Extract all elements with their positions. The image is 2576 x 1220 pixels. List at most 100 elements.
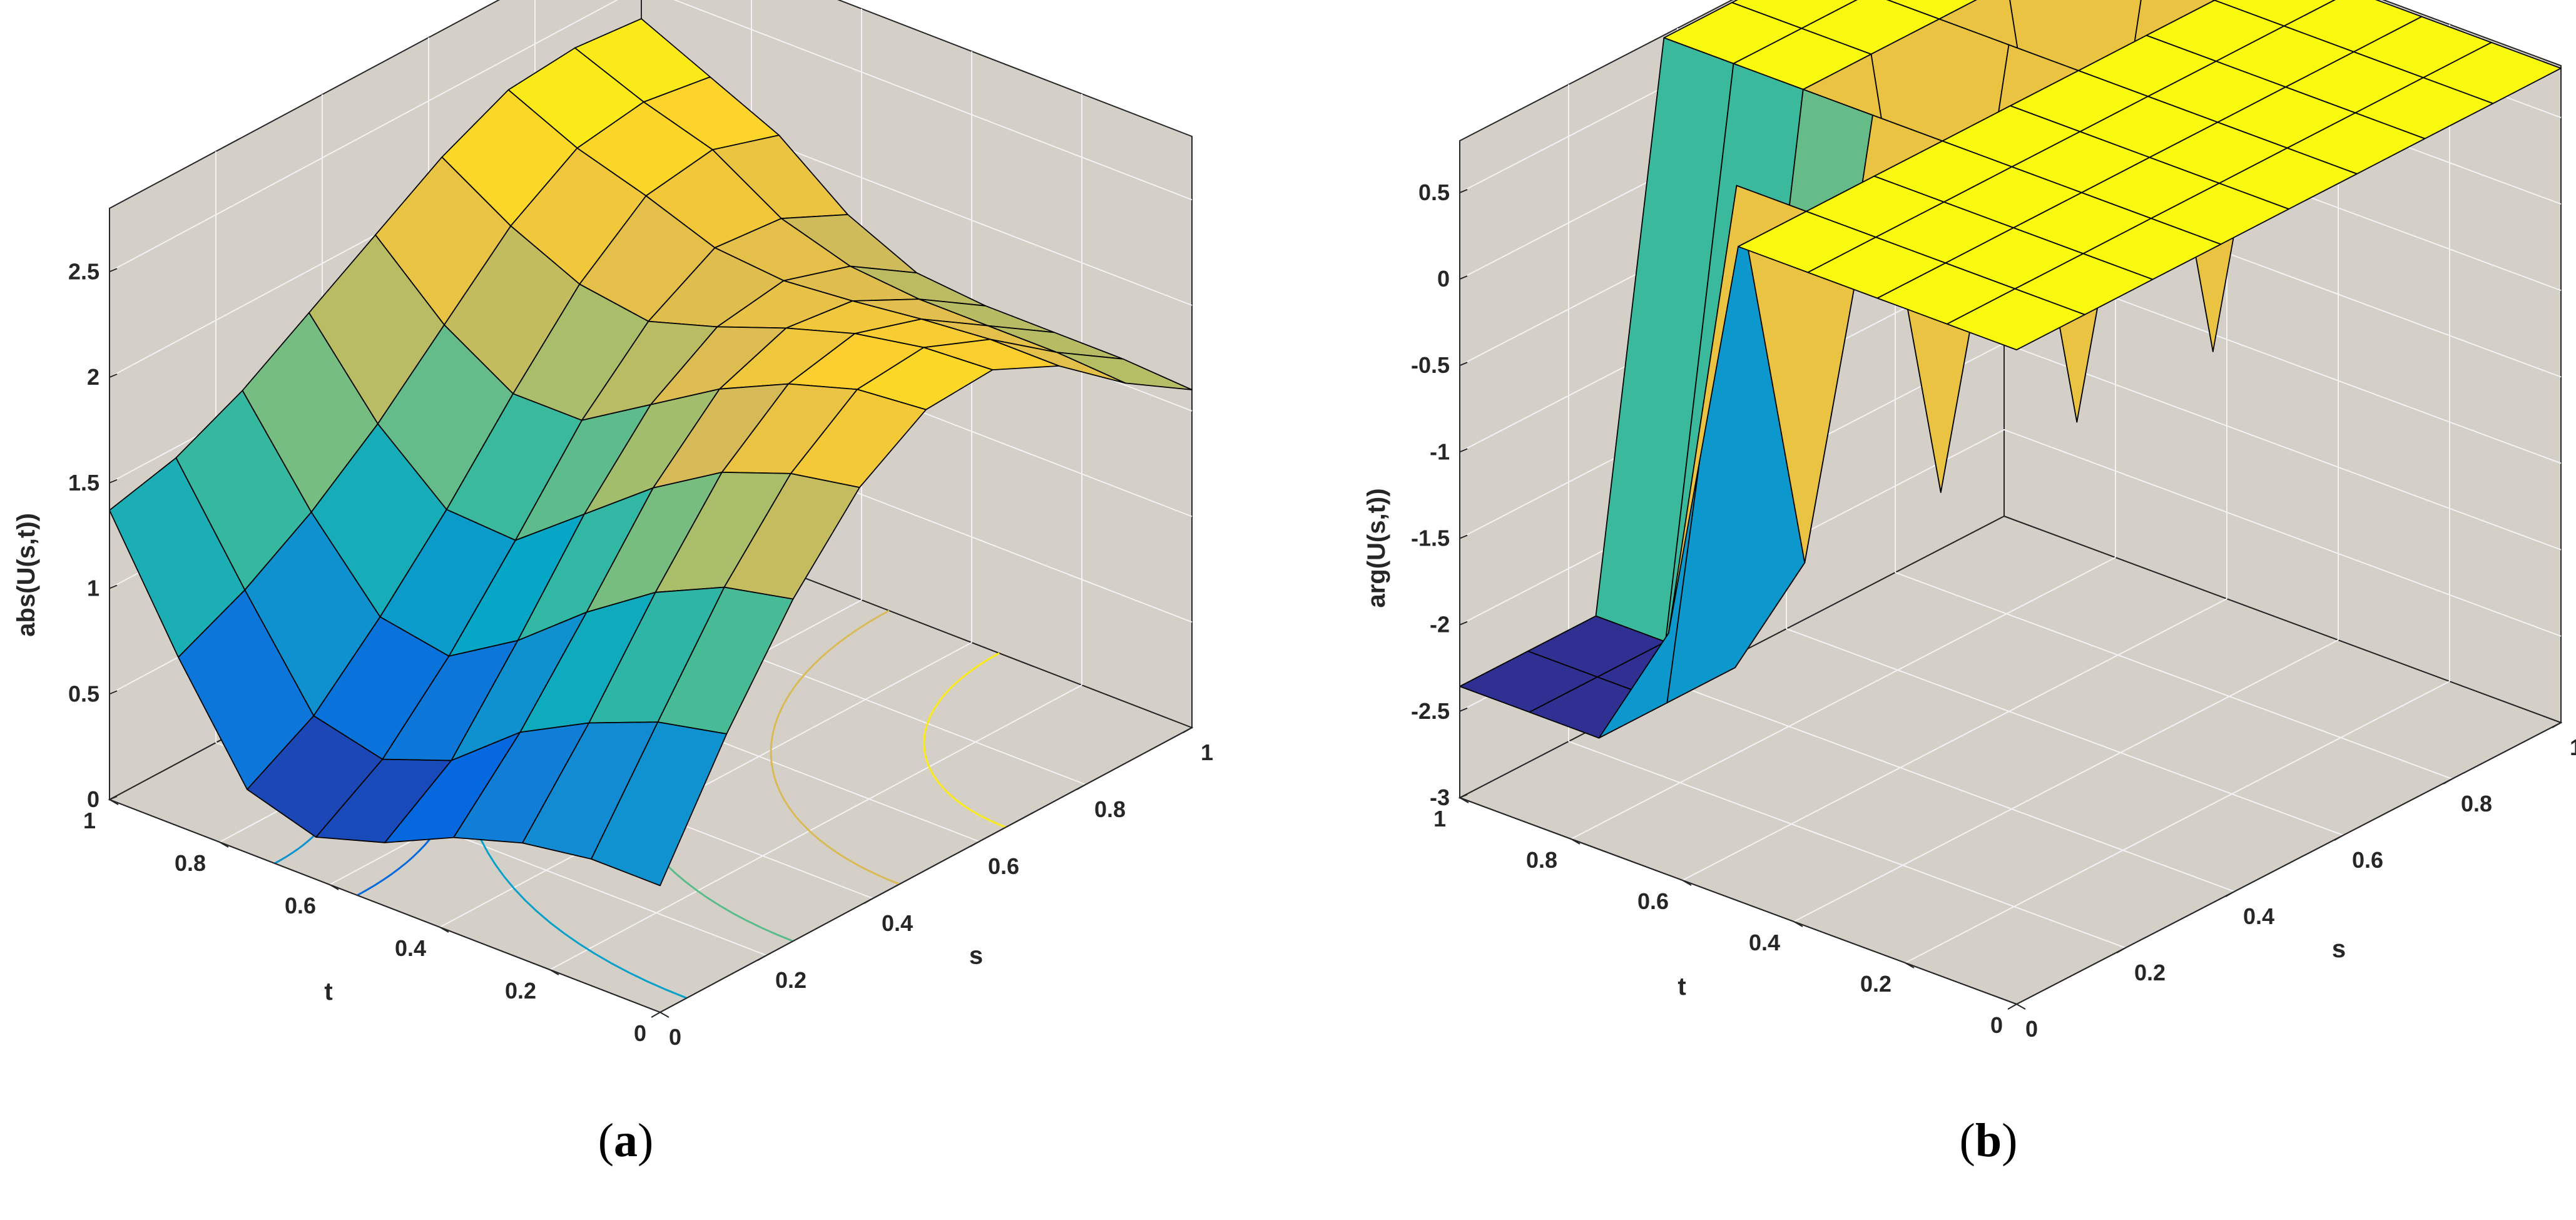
s-tick-label: 0.8 <box>1094 796 1126 822</box>
s-tick-mark <box>2116 947 2126 953</box>
z-tick-mark <box>109 479 118 484</box>
z-tick-mark <box>109 584 118 589</box>
panel-a: 0 0.2 0.4 0.6 0.8 1 0 0.2 0.4 0.6 0.8 1 0 0.5 1 1.5 2 2.5… <box>13 0 1213 1167</box>
t-tick-label: 0.4 <box>395 935 426 961</box>
s-tick-mark <box>1076 784 1086 790</box>
s-tick-mark <box>1183 727 1193 733</box>
z-tick-mark <box>109 690 118 695</box>
t-tick-label: 0.8 <box>175 850 206 876</box>
t-axis-line <box>109 799 661 1013</box>
s-tick-mark <box>863 898 873 904</box>
s-axis-label: s <box>2332 935 2346 963</box>
z-tick-label: -2 <box>1430 612 1450 638</box>
z-tick-mark <box>1459 534 1468 539</box>
grid-line <box>549 684 1082 970</box>
t-axis-label: t <box>324 978 332 1005</box>
t-tick-label: 0.2 <box>505 978 536 1004</box>
s-tick-label: 0.6 <box>988 853 1019 879</box>
z-tick-label: 0.5 <box>1418 180 1450 205</box>
z-tick-mark <box>1459 794 1468 798</box>
s-tick-mark <box>2225 891 2235 897</box>
contour-line <box>923 652 1007 828</box>
grid-line <box>439 642 972 928</box>
s-tick-label: 1 <box>2570 735 2576 760</box>
s-tick-label: 0.8 <box>2461 791 2492 816</box>
z-tick-mark <box>1459 448 1468 453</box>
s-axis-line <box>659 727 1193 1013</box>
z-tick-mark <box>109 268 118 273</box>
t-tick-mark <box>1682 880 1692 886</box>
s-tick-mark <box>2552 722 2562 728</box>
grid-line <box>1895 572 2453 780</box>
t-tick-mark <box>2016 1004 2026 1010</box>
z-tick-label: 1 <box>87 576 99 601</box>
s-tick-mark <box>2443 778 2453 785</box>
z-tick-mark <box>1459 707 1468 712</box>
caption-a: (a) <box>598 1114 654 1167</box>
z-tick-label: -1.5 <box>1411 526 1450 551</box>
grid-line <box>1568 741 2126 948</box>
z-tick-mark <box>109 374 118 378</box>
t-tick-label: 0.6 <box>285 893 316 918</box>
z-tick-label: -3 <box>1430 785 1450 810</box>
surface-plot-abs: 00.20.40.60.8100.20.40.60.8100.511.522.5… <box>13 0 1213 1050</box>
z-tick-label: 0 <box>87 786 99 812</box>
grid-line <box>109 0 1193 273</box>
t-tick-label: 0.8 <box>1526 847 1557 873</box>
t-tick-mark <box>219 841 229 848</box>
z-tick-label: 1.5 <box>68 470 99 496</box>
s-tick-label: 1 <box>1201 740 1213 765</box>
z-tick-mark <box>1459 621 1468 626</box>
z-tick-mark <box>1459 188 1468 193</box>
s-tick-label: 0.4 <box>2243 903 2274 929</box>
s-axis-line <box>2016 722 2562 1005</box>
t-tick-mark <box>1571 838 1581 845</box>
grid-line <box>1682 598 2227 881</box>
z-tick-label: -0.5 <box>1411 352 1450 378</box>
t-tick-label: 0 <box>634 1020 646 1046</box>
s-tick-label: 0.4 <box>882 910 913 936</box>
z-tick-mark <box>1459 362 1468 367</box>
t-tick-label: 1 <box>83 808 96 833</box>
t-tick-mark <box>1905 962 1915 968</box>
s-tick-mark <box>2007 1004 2017 1010</box>
grid-line <box>1571 557 2116 840</box>
s-axis-label: s <box>969 942 983 970</box>
z-axis-label: arg(U(s,t)) <box>1363 488 1390 607</box>
s-tick-mark <box>757 955 767 961</box>
s-tick-mark <box>2334 835 2344 841</box>
z-tick-label: 2 <box>87 364 99 390</box>
t-tick-mark <box>1459 797 1469 803</box>
z-tick-label: -1 <box>1430 439 1450 464</box>
contour-line <box>770 609 900 885</box>
z-tick-label: -2.5 <box>1411 698 1450 724</box>
grid-line <box>1793 639 2339 922</box>
s-tick-label: 0.2 <box>2134 960 2166 985</box>
z-tick-label: 0 <box>1437 266 1450 292</box>
panel-b: 00.20.40.60.8100.20.40.60.81-3-2.5-2-1.5… <box>1288 0 2576 1220</box>
z-tick-label: 0.5 <box>68 681 99 706</box>
t-axis-label: t <box>1677 973 1686 1000</box>
surface-patch <box>1946 288 2085 350</box>
z-tick-label: 2.5 <box>68 258 99 284</box>
surface-plot-arg: 00.20.40.60.8100.20.40.60.81-3-2.5-2-1.5… <box>1363 0 2576 1042</box>
surface-patch <box>591 721 728 887</box>
t-axis-line <box>1459 797 2017 1005</box>
s-tick-mark <box>651 1012 661 1018</box>
t-tick-mark <box>439 927 449 933</box>
s-tick-mark <box>970 841 980 847</box>
grid-line <box>1905 681 2450 963</box>
t-tick-mark <box>1793 921 1803 927</box>
z-tick-mark <box>109 796 118 800</box>
t-tick-label: 1 <box>1433 806 1446 831</box>
s-tick-label: 0 <box>2025 1016 2038 1042</box>
z-tick-mark <box>1459 275 1468 280</box>
s-tick-label: 0 <box>669 1024 681 1050</box>
t-tick-mark <box>659 1012 669 1018</box>
grid-line <box>1677 684 2235 892</box>
t-tick-label: 0 <box>1990 1012 2003 1038</box>
t-tick-mark <box>549 969 559 975</box>
z-axis-label: abs(U(s,t)) <box>13 513 40 637</box>
caption-b: (b) <box>1959 1114 2018 1167</box>
s-tick-label: 0.2 <box>775 967 807 993</box>
